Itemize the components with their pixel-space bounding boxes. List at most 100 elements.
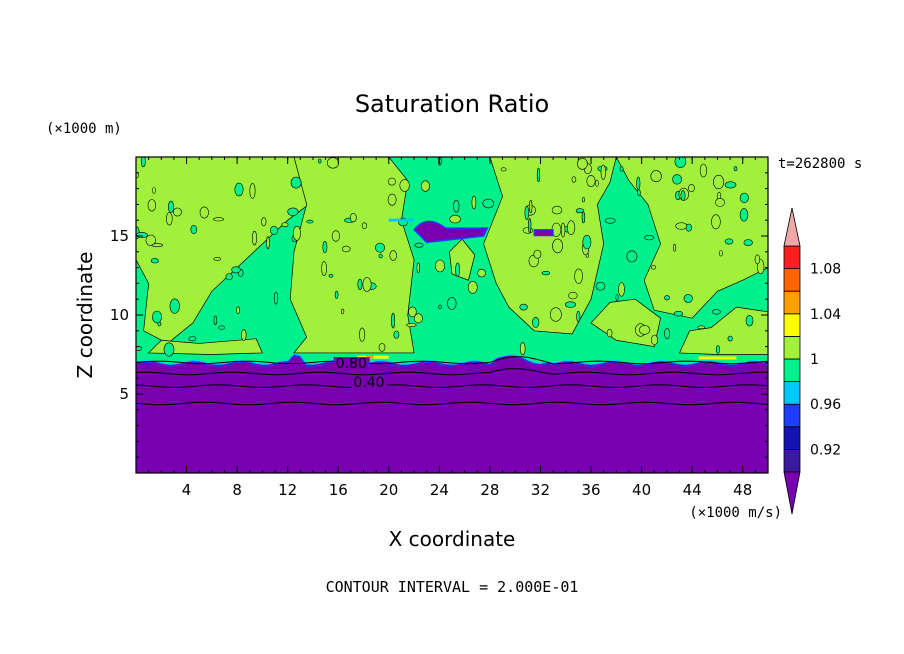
field-blob bbox=[713, 174, 725, 190]
field-blob bbox=[724, 238, 734, 245]
field-blob bbox=[150, 258, 159, 264]
field-blob bbox=[471, 195, 477, 210]
field-blob bbox=[269, 225, 279, 235]
field-blob bbox=[408, 306, 417, 318]
contour-line-0 bbox=[136, 356, 768, 365]
colorbar-label: 0.92 bbox=[810, 442, 841, 458]
field-blob bbox=[328, 273, 334, 278]
field-blob bbox=[467, 280, 478, 294]
field-blob bbox=[673, 311, 684, 317]
field-blob bbox=[582, 234, 592, 250]
field-blob bbox=[674, 157, 687, 168]
field-blob bbox=[477, 268, 486, 278]
field-blob bbox=[549, 307, 562, 322]
field-blob bbox=[560, 222, 566, 238]
colorbar-high-arrow bbox=[783, 207, 801, 247]
field-blob bbox=[638, 325, 651, 335]
field-blob bbox=[724, 181, 737, 189]
field-blob bbox=[252, 230, 258, 246]
field-blob bbox=[266, 236, 270, 250]
field-blob bbox=[699, 163, 708, 178]
field-blob bbox=[273, 291, 279, 305]
dry-pocket-small bbox=[533, 229, 554, 237]
field-blob bbox=[334, 290, 339, 299]
field-blob bbox=[715, 197, 725, 207]
field-blob bbox=[615, 294, 619, 301]
y-axis-label: Z coordinate bbox=[73, 252, 97, 379]
field-blob bbox=[218, 325, 225, 330]
colorbar-label: 1.04 bbox=[810, 307, 841, 323]
field-blob bbox=[551, 205, 563, 215]
field-blob bbox=[241, 329, 247, 341]
field-blob bbox=[711, 214, 721, 230]
x-tick-label: 28 bbox=[480, 481, 499, 499]
field-blob bbox=[213, 257, 222, 261]
field-blob bbox=[586, 175, 596, 187]
field-blob bbox=[147, 199, 157, 212]
field-blob bbox=[672, 174, 682, 185]
field-blob bbox=[650, 265, 656, 270]
colorbar-band bbox=[783, 290, 801, 315]
field-blob bbox=[650, 334, 658, 346]
field-blob bbox=[290, 176, 302, 189]
field-blob bbox=[362, 277, 372, 292]
field-blob bbox=[231, 266, 241, 274]
colorbar-band bbox=[783, 245, 801, 270]
field-blob bbox=[528, 218, 532, 233]
field-blob bbox=[375, 242, 385, 253]
field-blob bbox=[292, 225, 301, 241]
colorbar-band bbox=[783, 335, 801, 360]
field-blob bbox=[739, 208, 749, 222]
colorbar: 0.92 0.96 1 1.04 1.08 bbox=[783, 207, 841, 515]
field-blob bbox=[322, 241, 328, 254]
chart-title: Saturation Ratio bbox=[355, 90, 549, 118]
colorbar-band bbox=[783, 381, 801, 405]
x-unit-label: (×1000 m/s) bbox=[689, 505, 782, 521]
field-blob bbox=[321, 261, 327, 276]
contour-interval-label: CONTOUR INTERVAL = 2.000E-01 bbox=[326, 578, 579, 596]
field-blob bbox=[745, 315, 754, 327]
field-blob bbox=[163, 342, 175, 357]
y-axis: 5 10 15 bbox=[110, 172, 768, 458]
field-blob bbox=[420, 180, 430, 192]
field-blob bbox=[673, 243, 677, 252]
field-blob bbox=[743, 239, 753, 246]
colorbar-band bbox=[783, 403, 801, 428]
field-blob bbox=[644, 235, 654, 241]
field-blob bbox=[357, 278, 363, 291]
field-blob bbox=[281, 222, 289, 227]
field-blob bbox=[213, 315, 218, 326]
field-blob bbox=[341, 308, 345, 315]
field-blob bbox=[664, 328, 670, 340]
field-blob bbox=[399, 179, 410, 192]
field-blob bbox=[190, 225, 198, 235]
field-blob bbox=[349, 213, 357, 223]
field-blob bbox=[167, 200, 175, 213]
x-tick-label: 40 bbox=[632, 481, 651, 499]
field-blob bbox=[225, 273, 233, 281]
field-blob bbox=[188, 336, 197, 342]
field-blob bbox=[378, 343, 386, 352]
x-tick-label: 36 bbox=[581, 481, 600, 499]
field-blob bbox=[536, 167, 541, 183]
field-blob bbox=[541, 271, 551, 276]
field-blob bbox=[136, 232, 148, 239]
field-blob bbox=[574, 268, 583, 284]
contour-label-1: 0.40 bbox=[353, 375, 384, 391]
field-blob bbox=[552, 238, 563, 254]
y-unit-label: (×1000 m) bbox=[46, 121, 122, 137]
field-blob bbox=[136, 172, 139, 179]
field-blob bbox=[683, 294, 693, 303]
contour-line-1 bbox=[136, 368, 768, 376]
field-blob bbox=[566, 220, 576, 235]
field-blob bbox=[151, 243, 164, 248]
colorbar-label: 1.08 bbox=[810, 262, 841, 278]
field-blob bbox=[626, 250, 638, 263]
field-blob bbox=[595, 281, 606, 291]
field-blob bbox=[571, 176, 577, 183]
field-blob bbox=[529, 199, 533, 214]
x-axis-label: X coordinate bbox=[389, 527, 516, 551]
x-tick-label: 8 bbox=[232, 481, 242, 499]
field-blob bbox=[532, 316, 540, 328]
field-blob bbox=[739, 192, 749, 204]
